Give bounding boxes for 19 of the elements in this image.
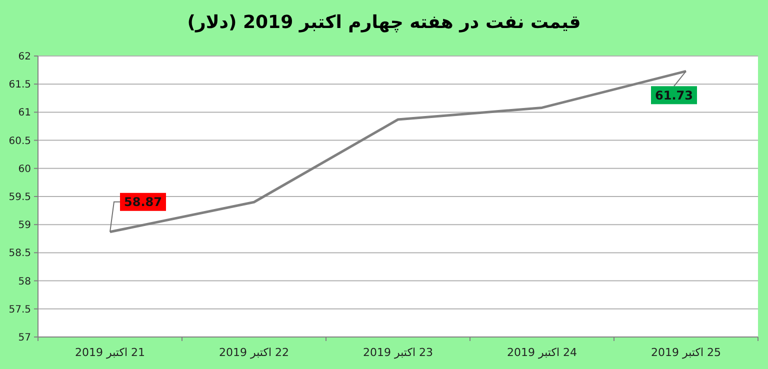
y-tick-label: 57.5 bbox=[8, 304, 31, 316]
x-tick-label: 25 اکتبر 2019 bbox=[651, 346, 721, 359]
y-tick-label: 61.5 bbox=[8, 80, 31, 91]
y-tick-label: 59.5 bbox=[8, 192, 31, 203]
y-tick-label: 57 bbox=[18, 332, 31, 344]
annotation: 58.87 bbox=[124, 195, 162, 210]
y-tick-label: 59 bbox=[18, 220, 31, 232]
x-tick-label: 21 اکتبر 2019 bbox=[75, 346, 145, 359]
x-tick-label: 24 اکتبر 2019 bbox=[507, 346, 577, 359]
y-tick-label: 62 bbox=[18, 52, 31, 62]
y-tick-label: 60 bbox=[18, 164, 31, 175]
y-tick-label: 58 bbox=[18, 276, 31, 288]
chart-title: قیمت نفت در هفته چهارم اکتبر 2019 (دلار) bbox=[187, 12, 581, 33]
x-tick-label: 23 اکتبر 2019 bbox=[363, 346, 433, 359]
y-tick-label: 60.5 bbox=[8, 136, 31, 147]
annotation: 61.73 bbox=[655, 88, 693, 102]
x-tick-label: 22 اکتبر 2019 bbox=[219, 346, 289, 359]
y-tick-label: 58.5 bbox=[8, 248, 31, 260]
y-tick-label: 61 bbox=[18, 108, 31, 119]
